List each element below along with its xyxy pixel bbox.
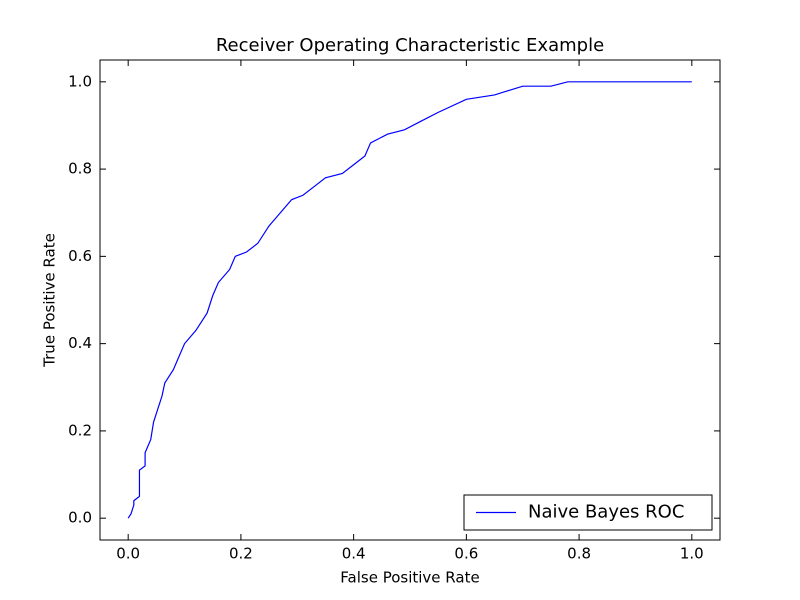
- y-tick-label: 0.6: [68, 247, 92, 265]
- x-axis-label: False Positive Rate: [340, 569, 479, 587]
- x-tick-label: 0.6: [454, 545, 478, 563]
- y-tick-label: 1.0: [68, 72, 92, 90]
- legend-label: Naive Bayes ROC: [528, 502, 684, 523]
- y-tick-label: 0.8: [68, 160, 92, 178]
- x-tick-label: 0.2: [229, 545, 253, 563]
- chart-title: Receiver Operating Characteristic Exampl…: [216, 35, 604, 56]
- y-tick-label: 0.4: [68, 334, 92, 352]
- y-tick-label: 0.2: [68, 421, 92, 439]
- x-tick-label: 1.0: [680, 545, 704, 563]
- y-axis-label: True Positive Rate: [41, 233, 59, 368]
- roc-line: [127, 81, 692, 519]
- y-tick-label: 0.0: [68, 509, 92, 527]
- x-tick-label: 0.8: [567, 545, 591, 563]
- plot-frame: [99, 59, 721, 541]
- x-tick-label: 0.4: [342, 545, 366, 563]
- x-tick-label: 0.0: [116, 545, 140, 563]
